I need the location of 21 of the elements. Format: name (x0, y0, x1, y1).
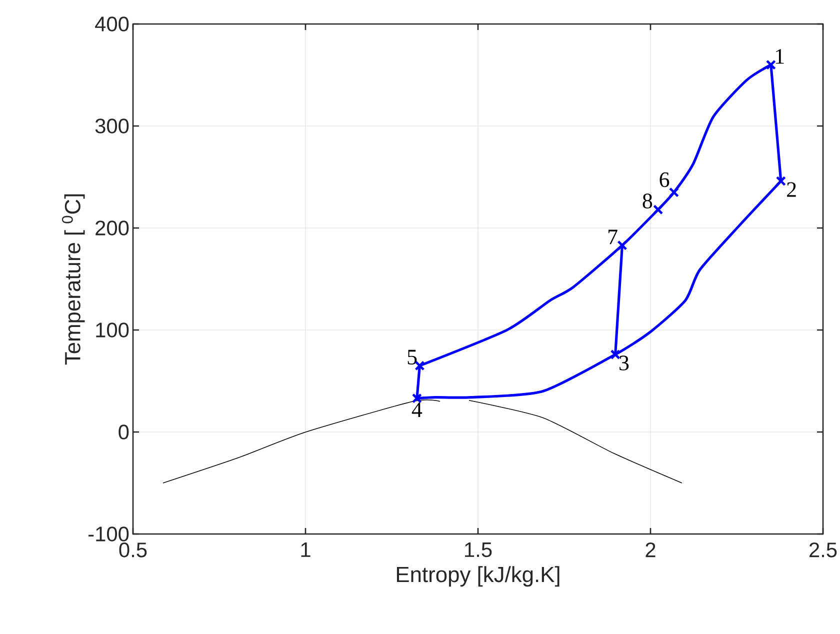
annotation: 8 (642, 194, 652, 208)
x-axis-title: Entropy [kJ/kg.K] (396, 566, 560, 587)
annotation: 4 (412, 402, 422, 417)
annotation: 7 (608, 230, 618, 244)
y-tick-label: 400 (95, 16, 129, 32)
y-tick-label: 100 (96, 322, 129, 338)
y-tick-label: 300 (95, 118, 129, 134)
x-tick-label: 2.5 (810, 542, 837, 558)
x-tick-label: 0.5 (119, 542, 147, 558)
x-tick-label: 2 (646, 542, 656, 558)
x-tick-label: 1.5 (465, 542, 492, 558)
y-axis-title: Temperature [ $^{0}$C] (62, 194, 85, 365)
annotation: 6 (660, 172, 670, 188)
annotation: 2 (787, 182, 796, 197)
annotation: 1 (776, 49, 784, 64)
y-tick-label: -100 (88, 526, 129, 542)
annotation: 3 (620, 356, 629, 370)
x-tick-label: 1 (301, 542, 310, 557)
y-tick-label: 200 (96, 220, 129, 236)
annotation: 5 (408, 350, 417, 365)
y-tick-label: 0 (118, 424, 129, 440)
